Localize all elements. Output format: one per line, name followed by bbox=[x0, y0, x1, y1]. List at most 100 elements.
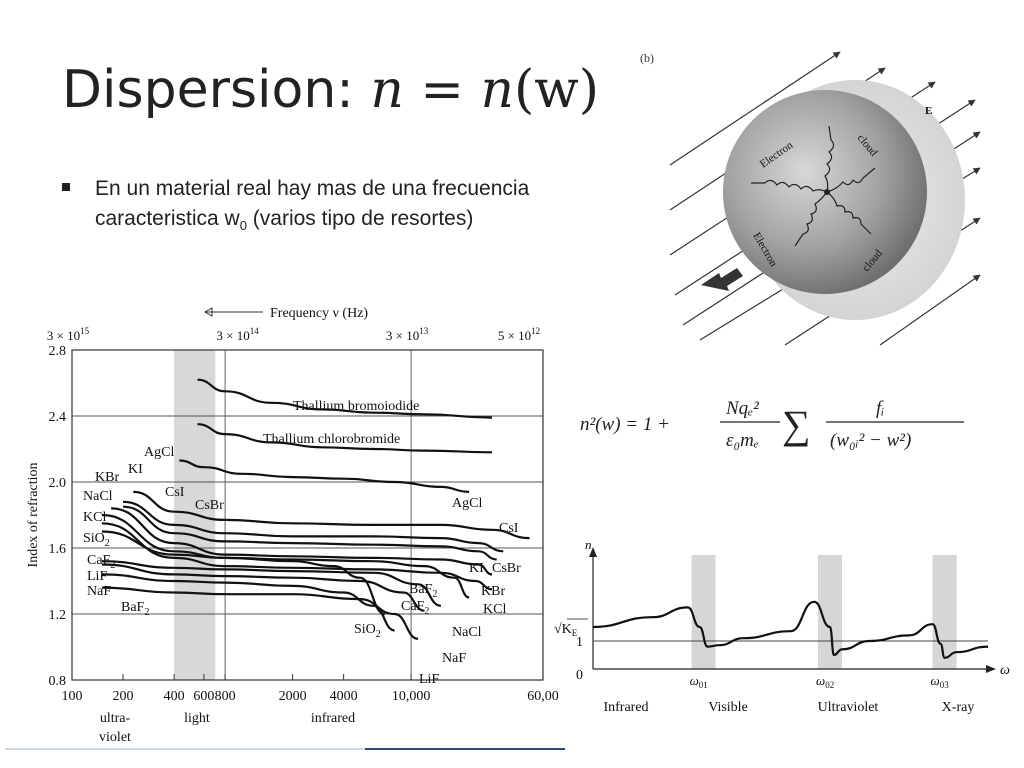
formula-den1: ε₀mₑ bbox=[726, 430, 759, 451]
resonance-chart: n ω √KE1 0 ω01 ω02 ω03 Infrared Visible Ultraviol… bbox=[554, 537, 1010, 715]
y-tick-label: 2.0 bbox=[49, 476, 67, 491]
dispersion-formula: n²(w) = 1 + Nqₑ² ε₀mₑ ∑ fᵢ (w₀ᵢ² − w²) bbox=[580, 398, 964, 451]
series-label: NaF bbox=[87, 584, 111, 599]
x-axis-label: ω bbox=[1000, 663, 1010, 678]
series-line-11 bbox=[101, 560, 442, 607]
series-line-12 bbox=[101, 573, 395, 632]
series-line-0 bbox=[197, 378, 493, 419]
series-label: KBr bbox=[481, 584, 505, 599]
slide-title: Dispersion: n = n(w) bbox=[62, 64, 599, 116]
x-axis-arrow-icon bbox=[986, 665, 996, 673]
bullet-text: En un material real hay mas de una frecu… bbox=[95, 174, 565, 241]
y-tick-label: 1.6 bbox=[49, 542, 67, 557]
motion-arrow-icon bbox=[701, 268, 743, 291]
series-label: Thallium chlorobromide bbox=[263, 432, 400, 447]
x-tick-label: 600 bbox=[193, 689, 214, 704]
series-label: KCl bbox=[483, 602, 506, 617]
bullet-main: En un material real hay mas de una frecu… bbox=[95, 177, 530, 230]
formula-den2: (w₀ᵢ² − w²) bbox=[830, 430, 911, 451]
y-tick-label: 1.2 bbox=[49, 608, 67, 623]
series-label: KI bbox=[469, 561, 484, 576]
spring-icon bbox=[751, 125, 876, 247]
series-label: AgCl bbox=[452, 496, 482, 511]
x-tick-label: 4000 bbox=[330, 689, 358, 704]
series-label: NaCl bbox=[83, 489, 113, 504]
top-tick-label: 3 × 1015 bbox=[47, 326, 90, 343]
omega-tick: ω03 bbox=[931, 673, 950, 690]
series-line-3 bbox=[133, 490, 530, 540]
series-line-5 bbox=[122, 505, 497, 561]
formula-sum-icon: ∑ bbox=[782, 402, 811, 447]
region-label: light bbox=[184, 711, 210, 726]
region-label: X-ray bbox=[942, 700, 975, 715]
series-label: CaF2 bbox=[401, 599, 429, 617]
series-label: LiF bbox=[87, 569, 107, 584]
y-tick-label: 0.8 bbox=[49, 674, 67, 689]
series-label: BaF2 bbox=[409, 582, 437, 600]
x-tick-label: 10,000 bbox=[392, 689, 431, 704]
electron-cloud-figure: (b) Electron cloud Electron cloud E bbox=[640, 51, 981, 346]
region-label: infrared bbox=[311, 711, 355, 726]
series-label: NaCl bbox=[452, 625, 482, 640]
series-line-1 bbox=[197, 423, 493, 454]
series-label: LiF bbox=[419, 672, 439, 687]
series-label: CsBr bbox=[492, 561, 521, 576]
x-tick-label: 200 bbox=[113, 689, 134, 704]
y-tick-one: 1 bbox=[576, 635, 583, 650]
y-axis-label: n bbox=[585, 537, 592, 552]
region-label: Visible bbox=[708, 700, 748, 715]
series-label: SiO2 bbox=[83, 531, 110, 549]
x-tick-label: 100 bbox=[62, 689, 83, 704]
x-tick-label: 2000 bbox=[279, 689, 307, 704]
e-field-label: E bbox=[925, 105, 932, 117]
nucleus bbox=[824, 189, 830, 195]
series-label: CsI bbox=[165, 485, 185, 500]
series-label: SiO2 bbox=[354, 622, 381, 640]
region-label: violet bbox=[99, 730, 131, 745]
series-line-7 bbox=[101, 513, 470, 599]
title-prefix: Dispersion: bbox=[62, 60, 371, 120]
series-line-8 bbox=[101, 522, 493, 591]
omega-tick: ω01 bbox=[690, 673, 708, 690]
footer-rule-accent bbox=[365, 748, 565, 750]
plot-frame bbox=[71, 349, 544, 681]
y-axis-label: Index of refraction bbox=[26, 463, 41, 568]
footer-rule bbox=[5, 748, 565, 750]
series-line-6 bbox=[111, 507, 493, 576]
series-line-10 bbox=[101, 563, 425, 612]
sqrt-ke-label: √KE bbox=[554, 622, 578, 638]
y-tick-zero: 0 bbox=[576, 668, 583, 683]
formula-num1: Nqₑ² bbox=[725, 398, 759, 419]
x-tick-label: 60,00 bbox=[527, 689, 559, 704]
series-label: CaF2 bbox=[87, 553, 115, 571]
resonance-band bbox=[932, 555, 957, 669]
series-label: KI bbox=[128, 462, 143, 477]
series-label: Thallium bromoiodide bbox=[293, 399, 419, 414]
series-label: CsI bbox=[499, 521, 519, 536]
chart-title: Frequency ν (Hz) bbox=[270, 306, 368, 321]
bullet-sub: 0 bbox=[239, 218, 247, 234]
series-label: BaF2 bbox=[121, 600, 149, 618]
top-tick-label: 3 × 1013 bbox=[386, 326, 429, 343]
series-label: AgCl bbox=[144, 445, 174, 460]
title-arrowhead-icon bbox=[203, 307, 213, 317]
y-axis-arrow-icon bbox=[589, 547, 597, 557]
omega-tick: ω02 bbox=[816, 673, 834, 690]
formula-num2: fᵢ bbox=[876, 398, 884, 419]
formula-lhs: n²(w) = 1 + bbox=[580, 414, 670, 435]
series-label: NaF bbox=[442, 651, 466, 666]
refraction-index-chart: 0.8 1.2 1.6 2.0 2.4 2.8 100 200 400 600 800 2000 400… bbox=[26, 306, 559, 745]
y-tick-label: 2.4 bbox=[49, 410, 67, 425]
x-tick-label: 400 bbox=[164, 689, 185, 704]
title-arg: (w) bbox=[513, 60, 600, 120]
resonance-band bbox=[691, 555, 716, 669]
y-tick-label: 2.8 bbox=[49, 344, 67, 359]
series-line-4 bbox=[122, 500, 504, 553]
region-label: Ultraviolet bbox=[818, 700, 879, 715]
figure-label: (b) bbox=[640, 51, 654, 65]
title-n2: n bbox=[480, 60, 514, 120]
series-label: CsBr bbox=[195, 498, 224, 513]
dispersion-curve bbox=[592, 600, 989, 659]
x-tick-label: 800 bbox=[215, 689, 236, 704]
bullet-marker bbox=[62, 183, 70, 191]
